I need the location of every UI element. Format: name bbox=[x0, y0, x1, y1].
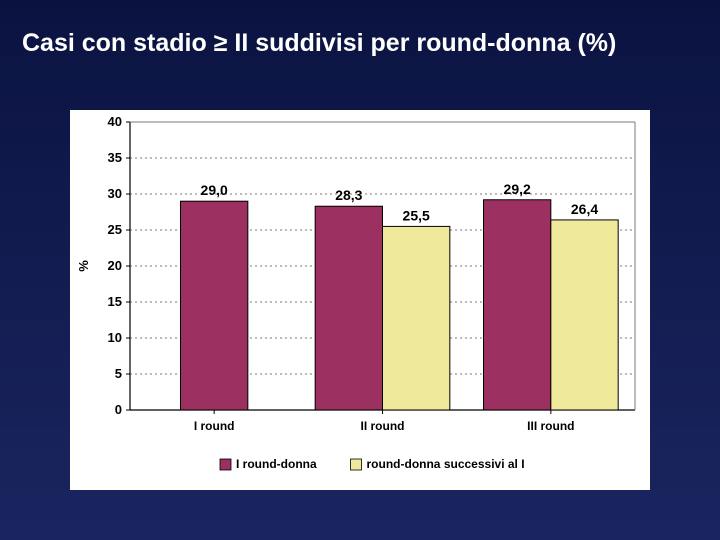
category-label: II round bbox=[361, 419, 405, 433]
slide-title: Casi con stadio ≥ II suddivisi per round… bbox=[22, 28, 698, 58]
category-label: I round bbox=[194, 419, 235, 433]
svg-text:20: 20 bbox=[108, 258, 122, 273]
legend-swatch bbox=[220, 459, 231, 470]
chart-container: 0 5 10 15 20 25 30 35 40% 29,0 I round 28,3 25,5 II r… bbox=[70, 110, 650, 490]
svg-text:10: 10 bbox=[108, 330, 122, 345]
svg-text:%: % bbox=[76, 260, 91, 272]
bar bbox=[181, 201, 248, 410]
bar-value-label: 25,5 bbox=[403, 207, 430, 223]
bar bbox=[484, 200, 551, 410]
bar bbox=[315, 206, 382, 410]
svg-text:0: 0 bbox=[115, 402, 122, 417]
bar-value-label: 29,0 bbox=[201, 182, 228, 198]
bar bbox=[383, 226, 450, 410]
svg-text:15: 15 bbox=[108, 294, 122, 309]
svg-text:30: 30 bbox=[108, 186, 122, 201]
bar-chart: 0 5 10 15 20 25 30 35 40% 29,0 I round 28,3 25,5 II r… bbox=[70, 110, 650, 490]
bar-value-label: 28,3 bbox=[335, 187, 362, 203]
svg-text:25: 25 bbox=[108, 222, 122, 237]
bar-value-label: 26,4 bbox=[571, 201, 598, 217]
legend-swatch bbox=[351, 459, 362, 470]
category-label: III round bbox=[527, 419, 574, 433]
legend-label: round-donna successivi al I bbox=[367, 457, 525, 471]
bar-value-label: 29,2 bbox=[504, 181, 531, 197]
svg-text:40: 40 bbox=[108, 114, 122, 129]
bar bbox=[551, 220, 618, 410]
svg-text:5: 5 bbox=[115, 366, 122, 381]
svg-text:35: 35 bbox=[108, 150, 122, 165]
legend-label: I round-donna bbox=[236, 457, 317, 471]
